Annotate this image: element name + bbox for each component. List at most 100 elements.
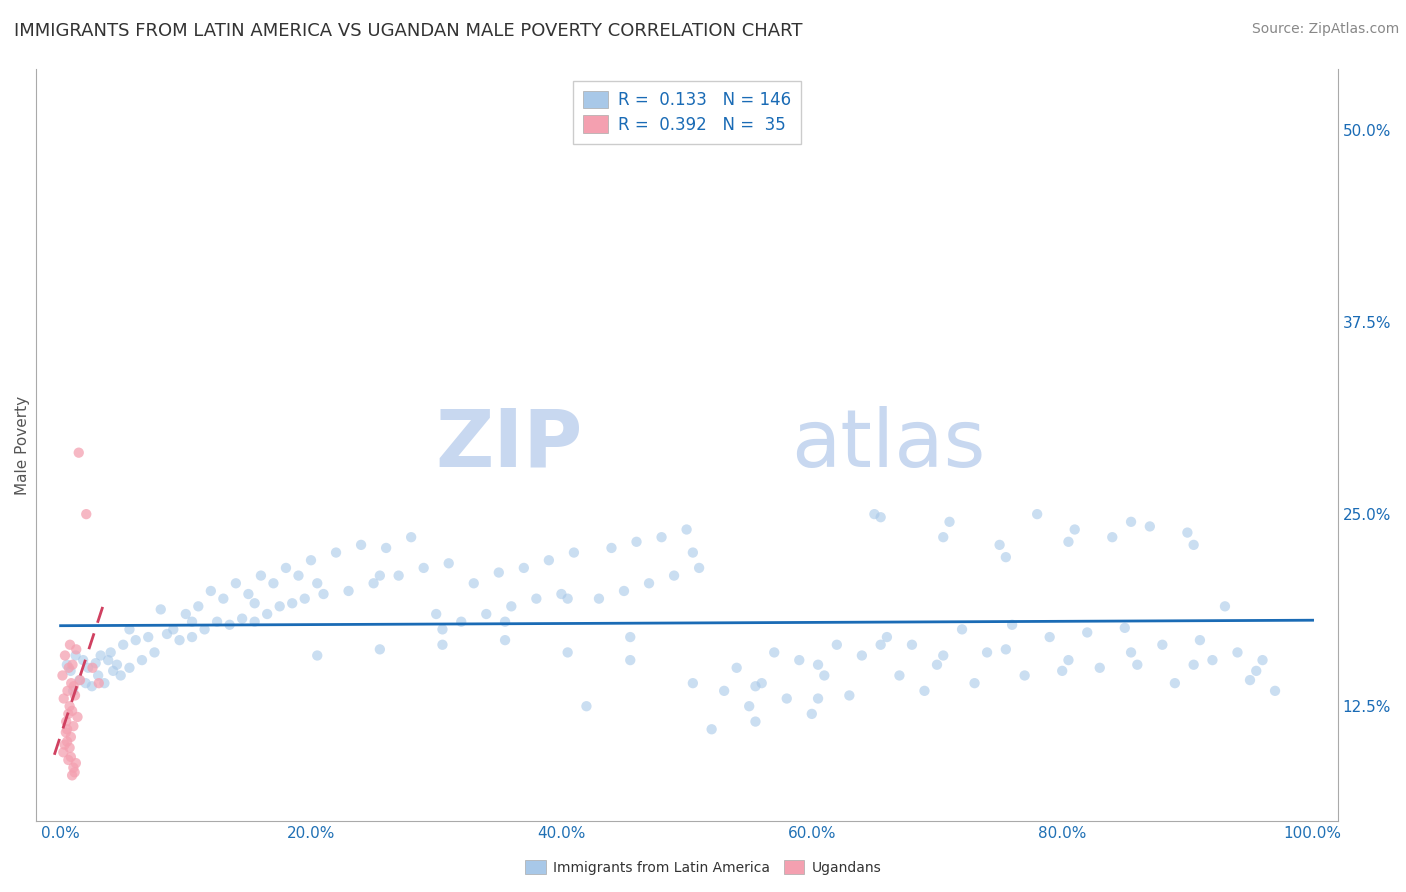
Point [174, 607, 197, 621]
Point [1063, 523, 1085, 537]
Point [53, 648, 76, 663]
Point [368, 642, 391, 657]
Point [813, 668, 835, 682]
Point [1201, 653, 1223, 667]
Point [52, 691, 75, 706]
Point [62, 657, 84, 672]
Point [225, 576, 247, 591]
Point [1244, 664, 1267, 678]
Point [56, 723, 79, 737]
Point [1088, 661, 1111, 675]
Point [65, 642, 87, 657]
Point [136, 630, 159, 644]
Point [194, 623, 217, 637]
Point [59, 750, 82, 764]
Point [432, 623, 454, 637]
Point [713, 683, 735, 698]
Point [181, 615, 204, 629]
Point [63, 689, 86, 703]
Point [125, 633, 148, 648]
Point [67, 445, 90, 459]
Point [1076, 625, 1098, 640]
Point [77, 661, 100, 675]
Point [399, 530, 422, 544]
Point [59, 638, 82, 652]
Point [976, 645, 998, 659]
Point [60, 768, 83, 782]
Point [368, 568, 391, 582]
Point [1001, 617, 1024, 632]
Point [51, 668, 73, 682]
Point [58, 706, 80, 721]
Point [131, 653, 153, 667]
Point [56, 683, 79, 698]
Point [776, 691, 799, 706]
Point [450, 615, 472, 629]
Point [807, 691, 830, 706]
Point [101, 664, 124, 678]
Point [55, 725, 77, 739]
Point [876, 630, 898, 644]
Point [619, 653, 641, 667]
Point [1213, 599, 1236, 614]
Point [494, 615, 516, 629]
Point [825, 638, 848, 652]
Point [63, 765, 86, 780]
Point [1226, 645, 1249, 659]
Point [744, 679, 766, 693]
Point [55, 714, 77, 729]
Point [97, 653, 120, 667]
Point [475, 607, 498, 621]
Point [425, 607, 447, 621]
Point [524, 591, 547, 606]
Point [557, 645, 579, 659]
Point [69, 673, 91, 687]
Point [662, 568, 685, 582]
Point [1164, 676, 1187, 690]
Point [162, 623, 184, 637]
Point [1026, 507, 1049, 521]
Point [274, 561, 297, 575]
Point [388, 568, 411, 582]
Point [550, 587, 572, 601]
Point [281, 596, 304, 610]
Point [66, 710, 89, 724]
Point [112, 638, 135, 652]
Point [65, 756, 87, 770]
Point [437, 557, 460, 571]
Point [307, 648, 329, 663]
Point [1039, 630, 1062, 644]
Point [87, 668, 110, 682]
Point [337, 584, 360, 599]
Point [688, 561, 710, 575]
Point [100, 645, 122, 659]
Point [1119, 645, 1142, 659]
Point [763, 645, 786, 659]
Point [682, 545, 704, 559]
Point [1152, 638, 1174, 652]
Point [938, 515, 960, 529]
Legend: Immigrants from Latin America, Ugandans: Immigrants from Latin America, Ugandans [519, 855, 887, 880]
Point [725, 661, 748, 675]
Point [90, 648, 112, 663]
Point [59, 730, 82, 744]
Point [65, 648, 87, 663]
Point [312, 587, 335, 601]
Point [537, 553, 560, 567]
Point [932, 648, 955, 663]
Point [59, 664, 82, 678]
Point [994, 550, 1017, 565]
Point [488, 566, 510, 580]
Point [787, 653, 810, 667]
Point [62, 683, 84, 698]
Point [889, 668, 911, 682]
Point [256, 607, 278, 621]
Point [744, 714, 766, 729]
Point [294, 591, 316, 606]
Point [72, 653, 94, 667]
Point [118, 661, 141, 675]
Point [1264, 683, 1286, 698]
Point [269, 599, 291, 614]
Point [52, 745, 75, 759]
Point [250, 568, 273, 582]
